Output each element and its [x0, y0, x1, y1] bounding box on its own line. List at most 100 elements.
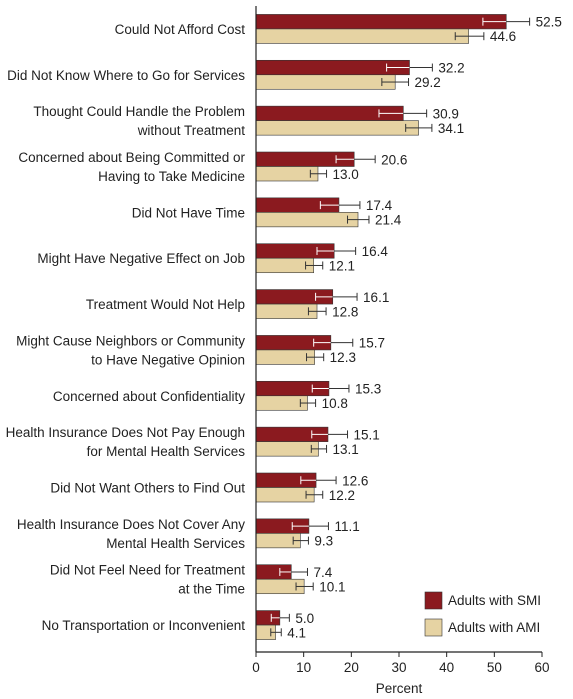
value-label-smi: 15.1 [354, 427, 380, 442]
category-label: at the Time [178, 582, 245, 597]
x-tick-label: 10 [296, 660, 311, 675]
bar-ami [255, 349, 315, 365]
error-bar-ami [299, 399, 317, 408]
category-label: Did Not Know Where to Go for Services [7, 68, 245, 83]
category-label: to Have Negative Opinion [91, 352, 245, 367]
error-bar-smi [315, 292, 358, 301]
category-label: Mental Health Services [106, 536, 245, 551]
error-bar-ami [295, 582, 314, 591]
error-bar-ami [405, 123, 433, 132]
x-tick-label: 0 [252, 660, 260, 675]
bar-ami [255, 212, 359, 228]
error-bar-smi [386, 63, 433, 72]
bar-ami [255, 28, 469, 44]
category-label: Could Not Afford Cost [115, 22, 246, 37]
category-label: Concerned about Confidentiality [53, 389, 245, 404]
error-bar-ami [310, 444, 328, 453]
category-label: Health Insurance Does Not Pay Enough [6, 425, 245, 440]
x-axis-title: Percent [376, 681, 423, 696]
category-label: Health Insurance Does Not Cover Any [17, 517, 245, 532]
x-tick-label: 20 [344, 660, 359, 675]
category-label: Did Not Have Time [132, 205, 245, 220]
value-label-smi: 7.4 [313, 565, 332, 580]
value-label-ami: 13.0 [333, 167, 359, 182]
value-label-smi: 15.3 [355, 382, 381, 397]
x-tick-label: 60 [534, 660, 549, 675]
value-label-ami: 10.1 [319, 579, 345, 594]
error-bar-ami [309, 169, 328, 178]
x-tick-label: 40 [439, 660, 454, 675]
value-label-smi: 5.0 [295, 611, 314, 626]
legend-swatch-ami [424, 618, 443, 637]
bar-ami [255, 395, 308, 411]
error-bar-ami [381, 78, 410, 87]
value-label-ami: 4.1 [287, 625, 306, 640]
value-label-ami: 44.6 [490, 29, 516, 44]
value-label-ami: 12.8 [332, 304, 358, 319]
category-label: Having to Take Medicine [98, 169, 245, 184]
legend-label-smi: Adults with SMI [448, 593, 541, 608]
category-label: for Mental Health Services [87, 444, 246, 459]
value-label-smi: 52.5 [536, 15, 562, 30]
value-label-smi: 12.6 [342, 473, 368, 488]
error-bar-smi [335, 155, 376, 164]
error-bar-ami [270, 628, 282, 637]
error-bar-smi [311, 384, 350, 393]
error-bar-smi [319, 201, 361, 210]
error-bar-smi [279, 567, 308, 576]
value-label-smi: 32.2 [438, 61, 464, 76]
error-bar-smi [300, 476, 337, 485]
value-label-ami: 13.1 [333, 442, 359, 457]
value-label-smi: 11.1 [334, 519, 359, 534]
value-label-ami: 29.2 [415, 75, 441, 90]
error-bar-ami [305, 261, 324, 270]
x-tick-label: 30 [391, 660, 406, 675]
category-label: Treatment Would Not Help [86, 297, 245, 312]
value-label-smi: 15.7 [359, 336, 385, 351]
value-label-smi: 17.4 [366, 198, 393, 213]
value-label-ami: 9.3 [314, 534, 333, 549]
value-label-ami: 10.8 [322, 396, 348, 411]
error-bar-ami [306, 353, 325, 362]
category-label: Did Not Want Others to Find Out [50, 481, 245, 496]
value-label-ami: 21.4 [375, 213, 402, 228]
error-bar-smi [482, 17, 531, 26]
category-labels: Could Not Afford Cost Did Not Know Where … [6, 22, 246, 633]
value-label-smi: 16.4 [362, 244, 389, 259]
bar-ami [255, 120, 419, 136]
category-label: No Transportation or Inconvenient [42, 618, 246, 633]
value-label-ami: 12.2 [329, 488, 355, 503]
value-label-ami: 12.1 [329, 258, 355, 273]
bars [255, 14, 507, 640]
legend-swatch-smi [424, 591, 443, 610]
category-label: without Treatment [137, 123, 246, 138]
error-bar-smi [311, 430, 349, 439]
bar-ami [255, 487, 315, 503]
value-label-smi: 20.6 [381, 152, 407, 167]
legend-label-ami: Adults with AMI [448, 620, 540, 635]
x-axis: 0 10 20 30 40 50 60 [252, 6, 550, 675]
error-bar-smi [291, 522, 329, 531]
value-label-smi: 30.9 [433, 106, 459, 121]
error-bar-ami [305, 490, 324, 499]
bar-ami [255, 441, 319, 457]
category-label: Thought Could Handle the Problem [33, 104, 245, 119]
error-bar-smi [378, 109, 428, 118]
value-label-smi: 16.1 [363, 290, 389, 305]
bar-ami [255, 74, 396, 90]
category-label: Might Have Negative Effect on Job [37, 251, 245, 266]
error-bar-smi [270, 613, 290, 622]
bar-ami [255, 303, 318, 319]
bar-smi [255, 14, 507, 30]
error-bar-ami [292, 536, 309, 545]
error-bar-smi [316, 246, 357, 255]
bar-ami [255, 257, 314, 274]
value-labels: 52.5 44.6 32.229.2 30.934.1 20.6 13.0 17.421.4… [287, 15, 562, 641]
legend: Adults with SMI Adults with AMI [424, 591, 541, 637]
value-label-ami: 12.3 [330, 350, 356, 365]
category-label: Did Not Feel Need for Treatment [50, 563, 245, 578]
error-bar-ami [307, 307, 327, 316]
category-label: Concerned about Being Committed or [18, 150, 245, 165]
value-label-ami: 34.1 [438, 121, 464, 136]
